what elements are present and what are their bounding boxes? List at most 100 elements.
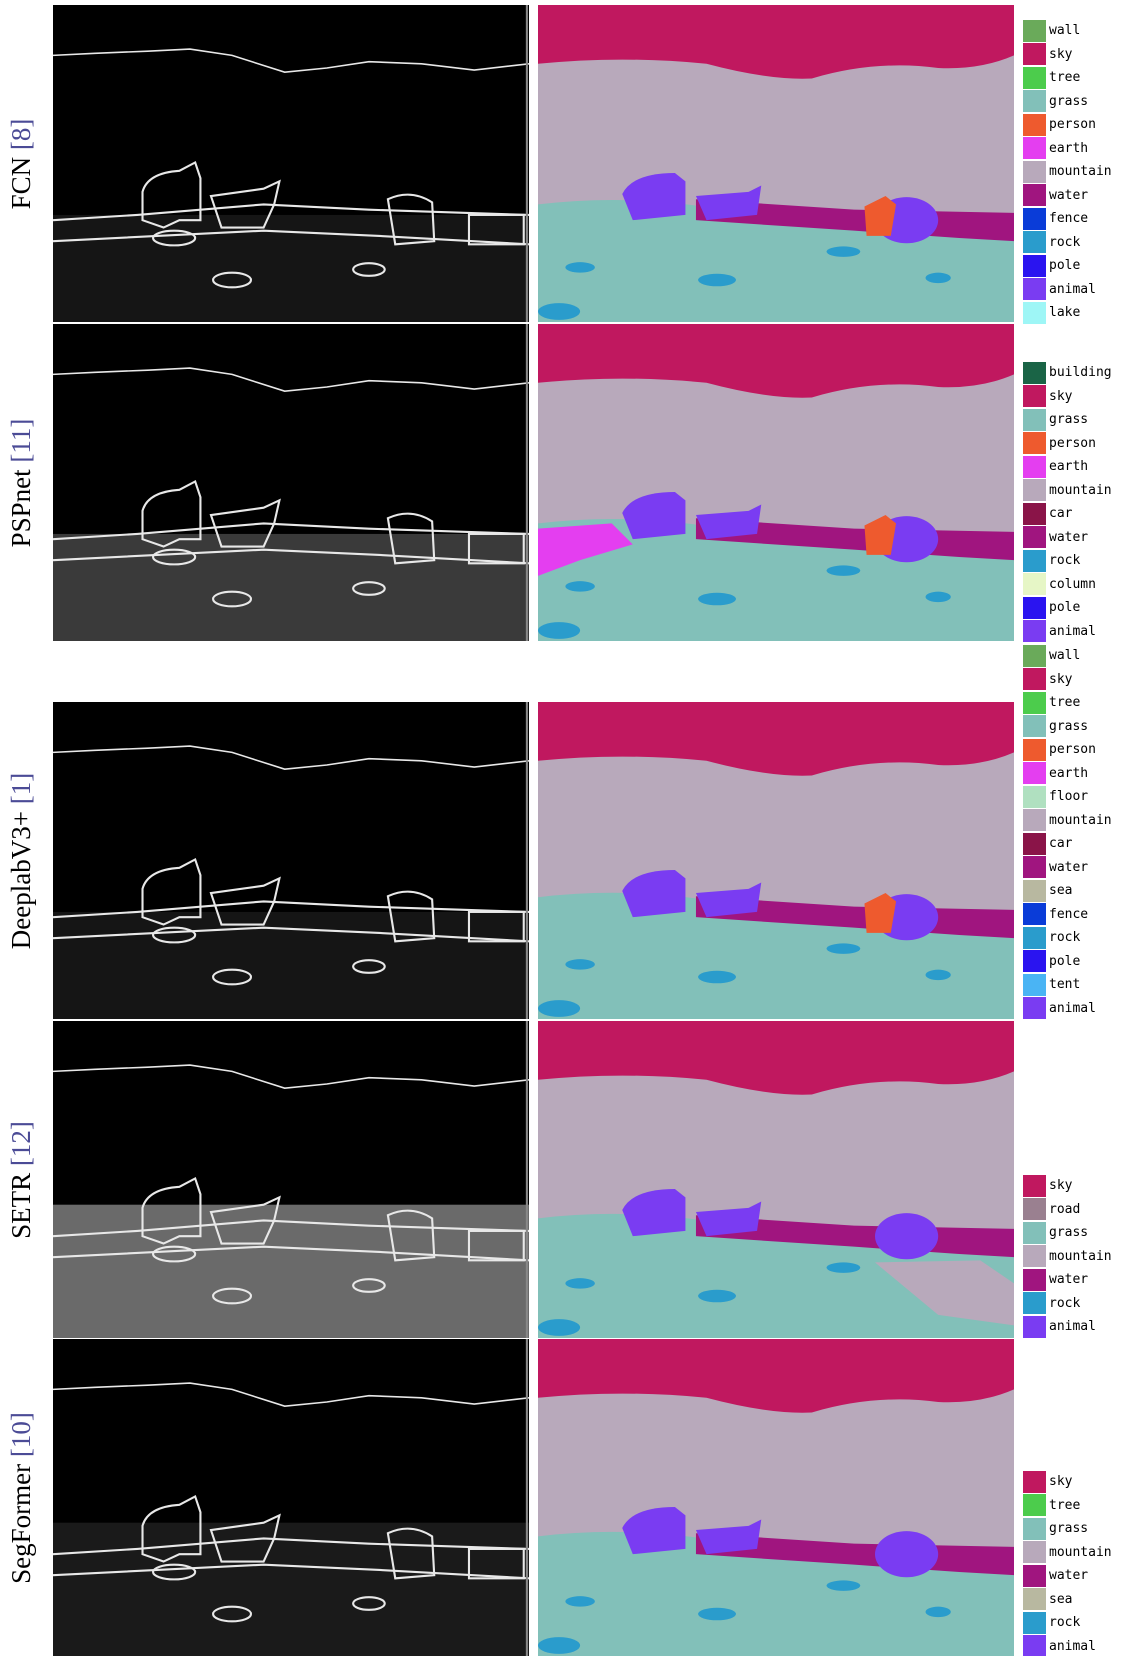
legend-item: wall: [1023, 644, 1112, 668]
rock: [538, 1637, 580, 1654]
rock: [565, 262, 594, 272]
method-name: PSPnet: [6, 469, 36, 547]
legend-label: rock: [1049, 1296, 1080, 1311]
legend-label: sky: [1049, 389, 1072, 404]
legend-item: grass: [1023, 1517, 1112, 1541]
legend-label: water: [1049, 1568, 1088, 1583]
legend-label: pole: [1049, 600, 1080, 615]
rock: [698, 1608, 736, 1621]
legend-label: grass: [1049, 1521, 1088, 1536]
edge-map: [53, 324, 529, 641]
rock: [538, 622, 580, 639]
legend-swatch: [1023, 1175, 1046, 1197]
segmentation-map: [538, 324, 1014, 641]
legend-item: rock: [1023, 926, 1112, 950]
legend-item: rock: [1023, 549, 1112, 573]
legend-label: sky: [1049, 1178, 1072, 1193]
legend-swatch: [1023, 715, 1046, 737]
legend-item: building: [1023, 361, 1112, 385]
edge-map: [53, 1021, 529, 1338]
rock: [538, 303, 580, 320]
legend-label: grass: [1049, 719, 1088, 734]
legend-item: water: [1023, 184, 1112, 208]
legend-label: mountain: [1049, 1545, 1112, 1560]
legend-label: earth: [1049, 766, 1088, 781]
legend-item: wall: [1023, 19, 1112, 43]
legend-swatch: [1023, 1316, 1046, 1338]
legend-swatch: [1023, 456, 1046, 478]
legend-swatch: [1023, 184, 1046, 206]
legend-item: animal: [1023, 1635, 1112, 1656]
legend-item: earth: [1023, 137, 1112, 161]
rock: [565, 1278, 594, 1288]
legend-swatch: [1023, 409, 1046, 431]
rock: [538, 1000, 580, 1017]
legend-swatch: [1023, 880, 1046, 902]
legend-label: person: [1049, 436, 1096, 451]
legend-item: water: [1023, 526, 1112, 550]
rock: [698, 1290, 736, 1303]
legend-swatch: [1023, 255, 1046, 277]
legend-label: car: [1049, 506, 1072, 521]
legend-swatch: [1023, 809, 1046, 831]
legend-label: animal: [1049, 624, 1096, 639]
legend-item: earth: [1023, 455, 1112, 479]
legend-swatch: [1023, 479, 1046, 501]
legend-swatch: [1023, 550, 1046, 572]
legend-swatch: [1023, 597, 1046, 619]
legend-label: sky: [1049, 672, 1072, 687]
texture: [53, 1205, 529, 1338]
legend-item: mountain: [1023, 160, 1112, 184]
legend-item: earth: [1023, 762, 1112, 786]
legend-swatch: [1023, 762, 1046, 784]
rock: [827, 943, 861, 953]
legend-label: water: [1049, 860, 1088, 875]
row-label: SegFormer [10]: [1, 1339, 41, 1656]
citation: [12]: [6, 1121, 36, 1166]
legend-label: rock: [1049, 930, 1080, 945]
legend-item: grass: [1023, 1221, 1112, 1245]
legend-item: mountain: [1023, 1541, 1112, 1565]
animal: [875, 1213, 938, 1259]
legend-label: animal: [1049, 1639, 1096, 1654]
legend-swatch: [1023, 385, 1046, 407]
legend-item: person: [1023, 738, 1112, 762]
legend-swatch: [1023, 1269, 1046, 1291]
legend-swatch: [1023, 1565, 1046, 1587]
legend-item: animal: [1023, 997, 1112, 1021]
legend-label: column: [1049, 577, 1096, 592]
legend-swatch: [1023, 739, 1046, 761]
legend-swatch: [1023, 1198, 1046, 1220]
method-name: SegFormer: [6, 1463, 36, 1583]
legend-swatch: [1023, 208, 1046, 230]
rock: [698, 593, 736, 606]
legend-swatch: [1023, 573, 1046, 595]
rock: [926, 970, 951, 980]
legend-label: tree: [1049, 695, 1080, 710]
legend-label: tree: [1049, 1498, 1080, 1513]
legend-swatch: [1023, 1222, 1046, 1244]
legend-label: sea: [1049, 1592, 1072, 1607]
legend-item: column: [1023, 573, 1112, 597]
legend-swatch: [1023, 114, 1046, 136]
legend-swatch: [1023, 67, 1046, 89]
legend-swatch: [1023, 1635, 1046, 1656]
legend-item: grass: [1023, 715, 1112, 739]
legend-label: animal: [1049, 1319, 1096, 1334]
legend-swatch: [1023, 278, 1046, 300]
legend-swatch: [1023, 503, 1046, 525]
legend-label: grass: [1049, 412, 1088, 427]
legend-label: earth: [1049, 459, 1088, 474]
legend-swatch: [1023, 1471, 1046, 1493]
legend-label: wall: [1049, 648, 1080, 663]
legend-swatch: [1023, 90, 1046, 112]
rock: [827, 246, 861, 256]
row-label: SETR [12]: [1, 1021, 41, 1339]
method-name: SETR: [6, 1172, 36, 1238]
legend-label: earth: [1049, 141, 1088, 156]
legend-swatch: [1023, 997, 1046, 1019]
edge-map: [53, 1339, 529, 1656]
legend-item: pole: [1023, 950, 1112, 974]
legend-swatch: [1023, 1494, 1046, 1516]
legend-item: tree: [1023, 691, 1112, 715]
